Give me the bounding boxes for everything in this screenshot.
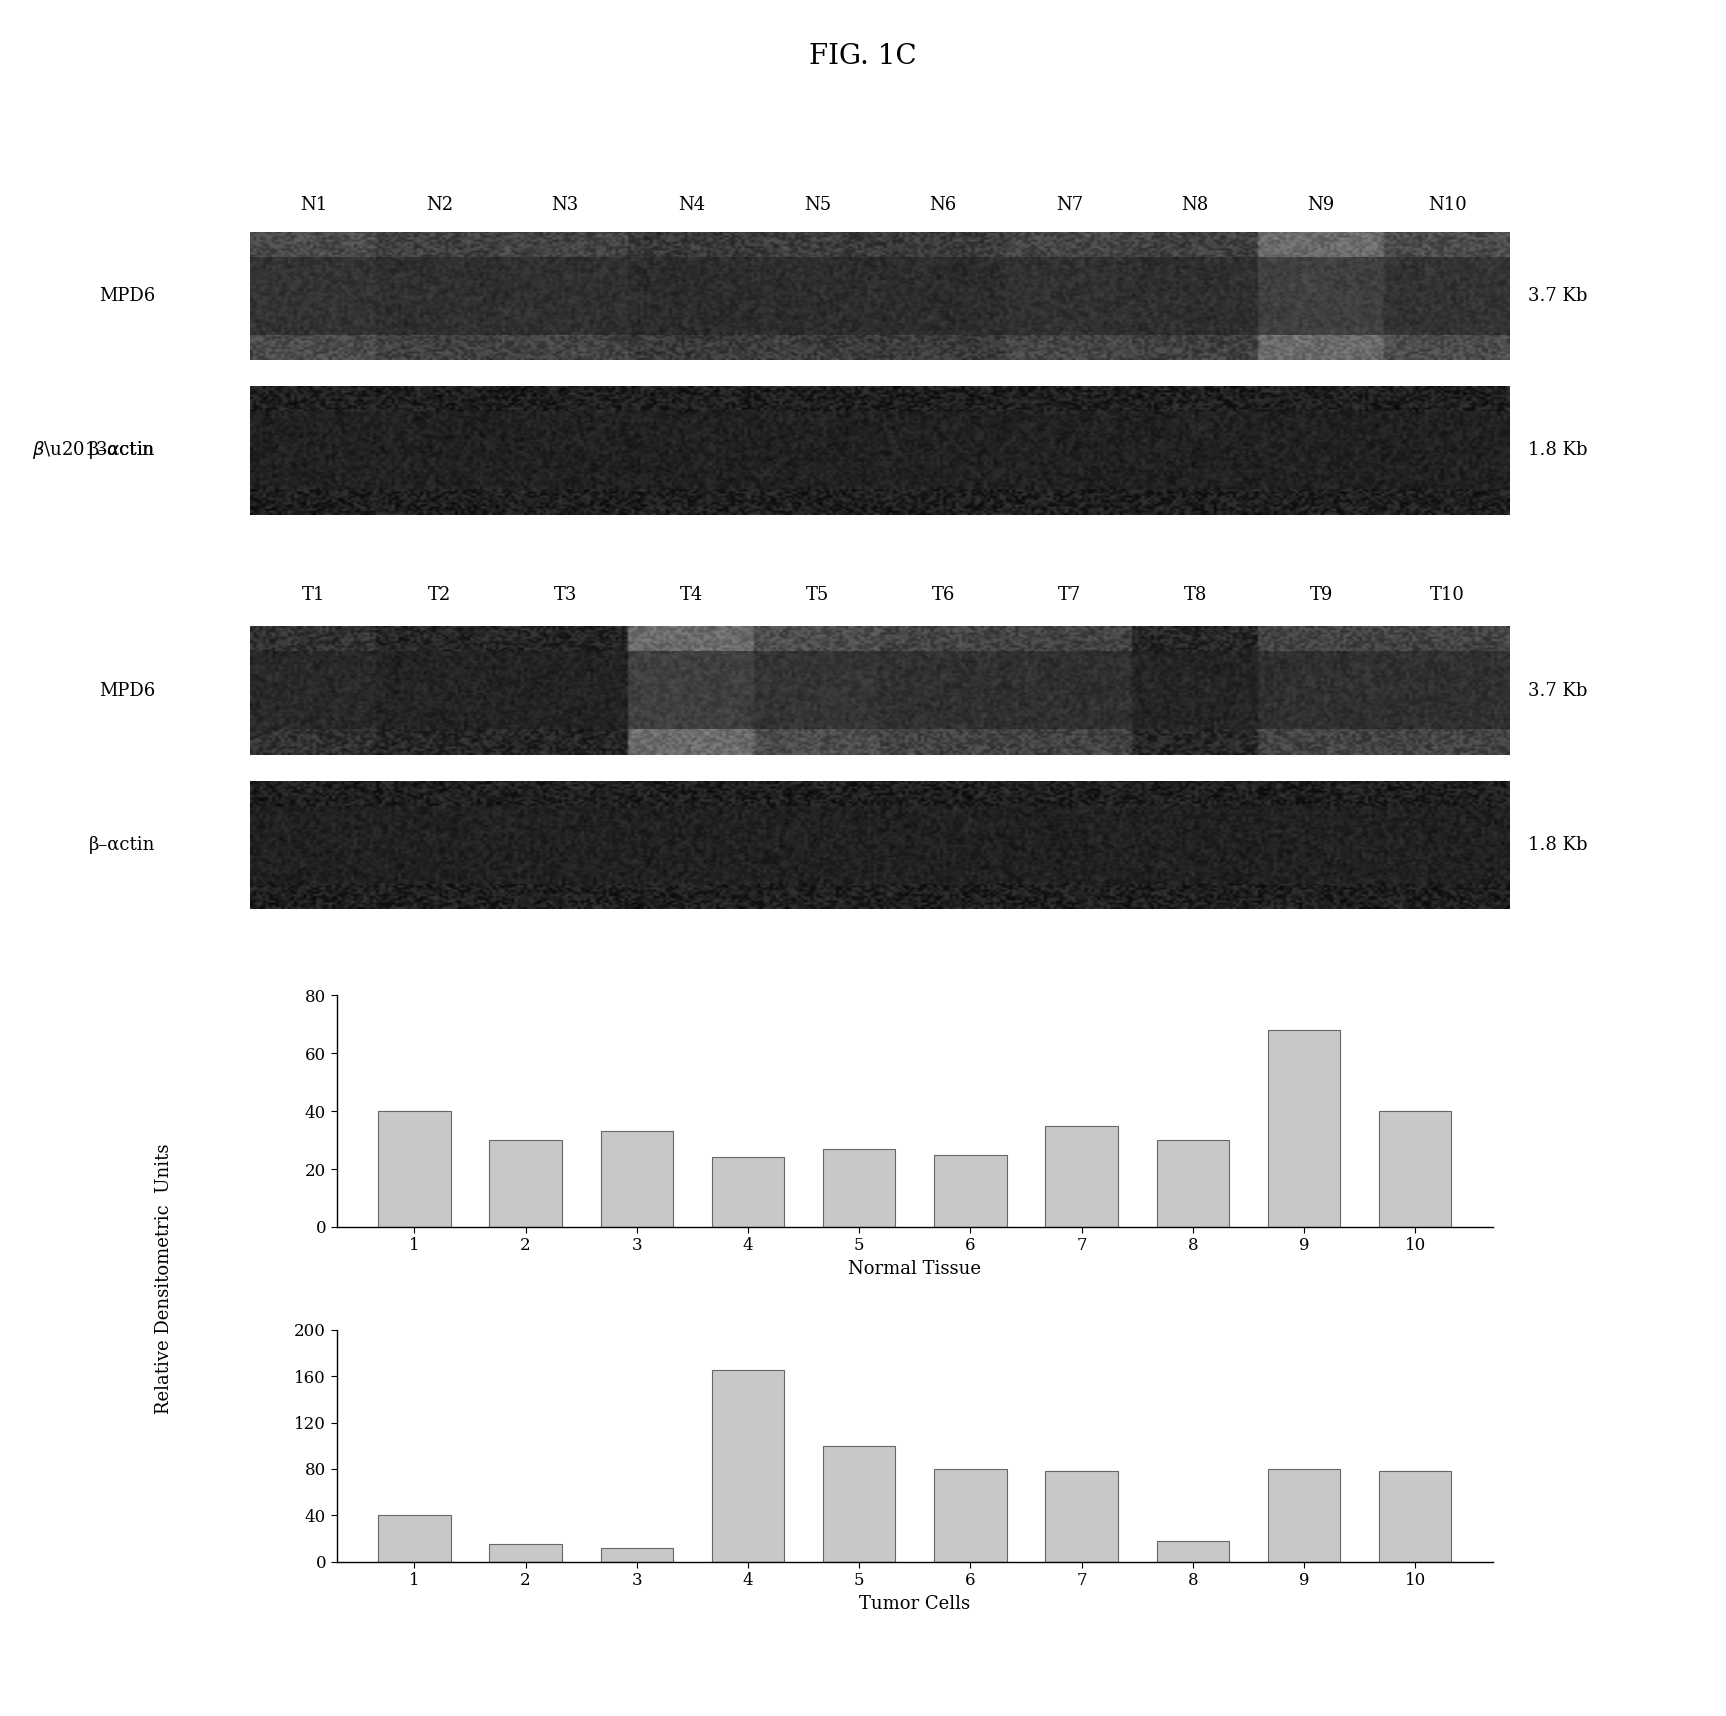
Text: T4: T4 — [680, 587, 702, 604]
Text: N8: N8 — [1182, 197, 1208, 214]
Text: T2: T2 — [428, 587, 450, 604]
Text: T10: T10 — [1429, 587, 1465, 604]
Text: Relative Densitometric  Units: Relative Densitometric Units — [155, 1143, 173, 1414]
Bar — [934, 1469, 1006, 1562]
X-axis label: Tumor Cells: Tumor Cells — [860, 1594, 970, 1613]
Bar — [1269, 1030, 1339, 1227]
Text: T5: T5 — [806, 587, 828, 604]
Text: MPD6: MPD6 — [98, 681, 155, 700]
Bar — [1379, 1471, 1452, 1562]
Text: 1.8 Kb: 1.8 Kb — [1528, 836, 1586, 855]
Text: N9: N9 — [1308, 197, 1334, 214]
Bar — [823, 1445, 896, 1562]
Text: T8: T8 — [1184, 587, 1206, 604]
Text: T3: T3 — [554, 587, 576, 604]
Bar — [378, 1515, 450, 1562]
Text: T7: T7 — [1058, 587, 1080, 604]
Text: N6: N6 — [930, 197, 956, 214]
Text: 3.7 Kb: 3.7 Kb — [1528, 287, 1586, 305]
Text: N7: N7 — [1056, 197, 1082, 214]
Text: T1: T1 — [302, 587, 324, 604]
Text: 1.8 Kb: 1.8 Kb — [1528, 441, 1586, 460]
Text: N1: N1 — [300, 197, 326, 214]
Bar — [934, 1155, 1006, 1227]
Bar — [1269, 1469, 1339, 1562]
Bar — [711, 1157, 784, 1227]
Bar — [711, 1371, 784, 1562]
Text: T9: T9 — [1310, 587, 1332, 604]
Text: $\beta$\u2013$\alpha$ctin: $\beta$\u2013$\alpha$ctin — [33, 439, 155, 462]
Bar — [490, 1544, 561, 1562]
Bar — [1156, 1541, 1229, 1562]
Bar — [1046, 1471, 1118, 1562]
Text: FIG. 1C: FIG. 1C — [809, 43, 917, 70]
Text: N2: N2 — [426, 197, 452, 214]
Bar — [1156, 1139, 1229, 1227]
Text: N3: N3 — [552, 197, 578, 214]
Text: β–αctin: β–αctin — [90, 836, 155, 855]
Text: MPD6: MPD6 — [98, 287, 155, 305]
Text: N5: N5 — [804, 197, 830, 214]
Text: 3.7 Kb: 3.7 Kb — [1528, 681, 1586, 700]
Bar — [601, 1131, 673, 1227]
Text: β–αctin: β–αctin — [90, 441, 155, 460]
Bar — [823, 1148, 896, 1227]
X-axis label: Normal Tissue: Normal Tissue — [847, 1260, 982, 1278]
Text: N4: N4 — [678, 197, 704, 214]
Bar — [601, 1548, 673, 1562]
Text: N10: N10 — [1427, 197, 1467, 214]
Bar — [1046, 1126, 1118, 1227]
Bar — [490, 1139, 561, 1227]
Bar — [1379, 1112, 1452, 1227]
Bar — [378, 1112, 450, 1227]
Text: T6: T6 — [932, 587, 954, 604]
